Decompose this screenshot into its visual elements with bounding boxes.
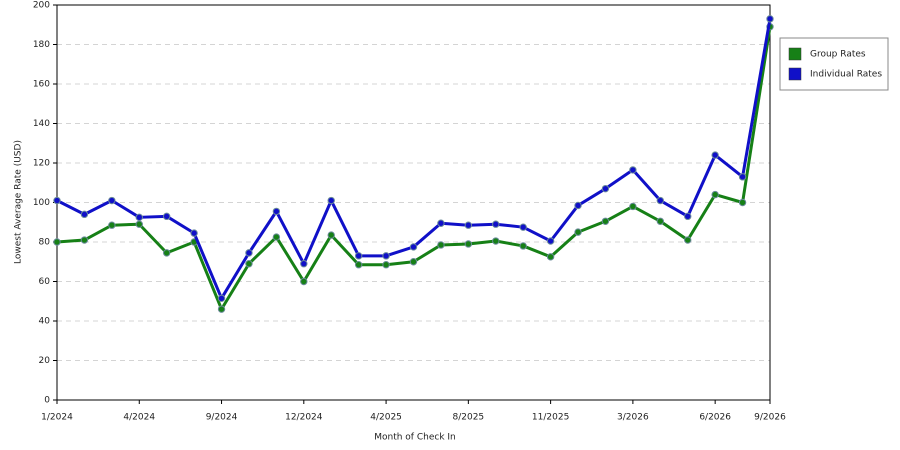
point [629,202,637,211]
point [766,15,774,23]
point [574,228,582,236]
y-axis-label: Lowest Average Rate (USD) [14,140,24,264]
x-tick-label: 11/2025 [532,413,569,423]
legend-swatch [788,67,802,81]
y-tick-label: 200 [33,1,50,11]
point [245,249,253,257]
point [80,210,89,219]
y-tick-label: 100 [33,198,50,208]
x-tick-label: 9/2026 [754,413,786,423]
point [464,221,473,229]
point [574,201,582,210]
point [684,212,692,221]
point [327,196,335,205]
point [162,212,171,221]
point [53,196,61,205]
point [519,223,527,231]
point [245,260,253,268]
legend-label: Group Rates [810,50,866,60]
x-tick-label: 9/2024 [206,413,238,423]
point [272,207,281,216]
point [382,261,390,269]
point [327,231,335,239]
point [108,221,116,229]
point [300,277,308,286]
x-tick-label: 6/2026 [699,413,731,423]
y-tick-label: 20 [39,356,51,366]
point [53,238,61,246]
point [464,240,473,248]
point [546,253,555,261]
point [738,173,747,181]
point [354,252,363,260]
point [437,241,445,249]
y-tick-label: 80 [39,238,51,248]
point [629,166,637,174]
point [492,220,500,228]
point [601,184,610,193]
point [300,260,308,268]
point [656,217,665,225]
x-tick-label: 4/2025 [370,413,402,423]
x-tick-label: 3/2026 [617,413,649,423]
x-tick-label: 8/2025 [453,413,485,423]
point [601,217,610,225]
point [354,261,363,269]
point [656,196,665,205]
y-tick-label: 180 [33,40,50,50]
y-tick-label: 60 [39,277,51,287]
point [108,196,116,205]
point [382,252,390,260]
point [437,219,445,227]
point [492,237,500,245]
point [711,190,719,199]
legend-swatch [788,47,802,61]
x-axis-label: Month of Check In [374,433,456,443]
point [217,305,226,313]
x-tick-label: 12/2024 [285,413,323,423]
x-tick-label: 1/2024 [41,413,73,423]
point [217,294,226,302]
point [711,151,719,159]
y-tick-label: 40 [39,317,51,327]
y-tick-label: 140 [33,119,50,129]
point [135,213,143,222]
y-tick-label: 160 [33,80,50,90]
point [738,198,747,207]
point [80,236,89,244]
point [546,237,555,245]
y-tick-label: 0 [44,396,50,406]
point [162,249,171,257]
y-tick-label: 120 [33,159,50,169]
point [409,243,418,251]
point [409,258,418,266]
point [272,233,281,241]
point [190,229,198,237]
point [684,236,692,244]
x-tick-label: 4/2024 [123,413,155,423]
point [519,242,527,250]
legend-box [779,37,889,91]
legend-label: Individual Rates [810,70,882,80]
point [135,220,143,228]
